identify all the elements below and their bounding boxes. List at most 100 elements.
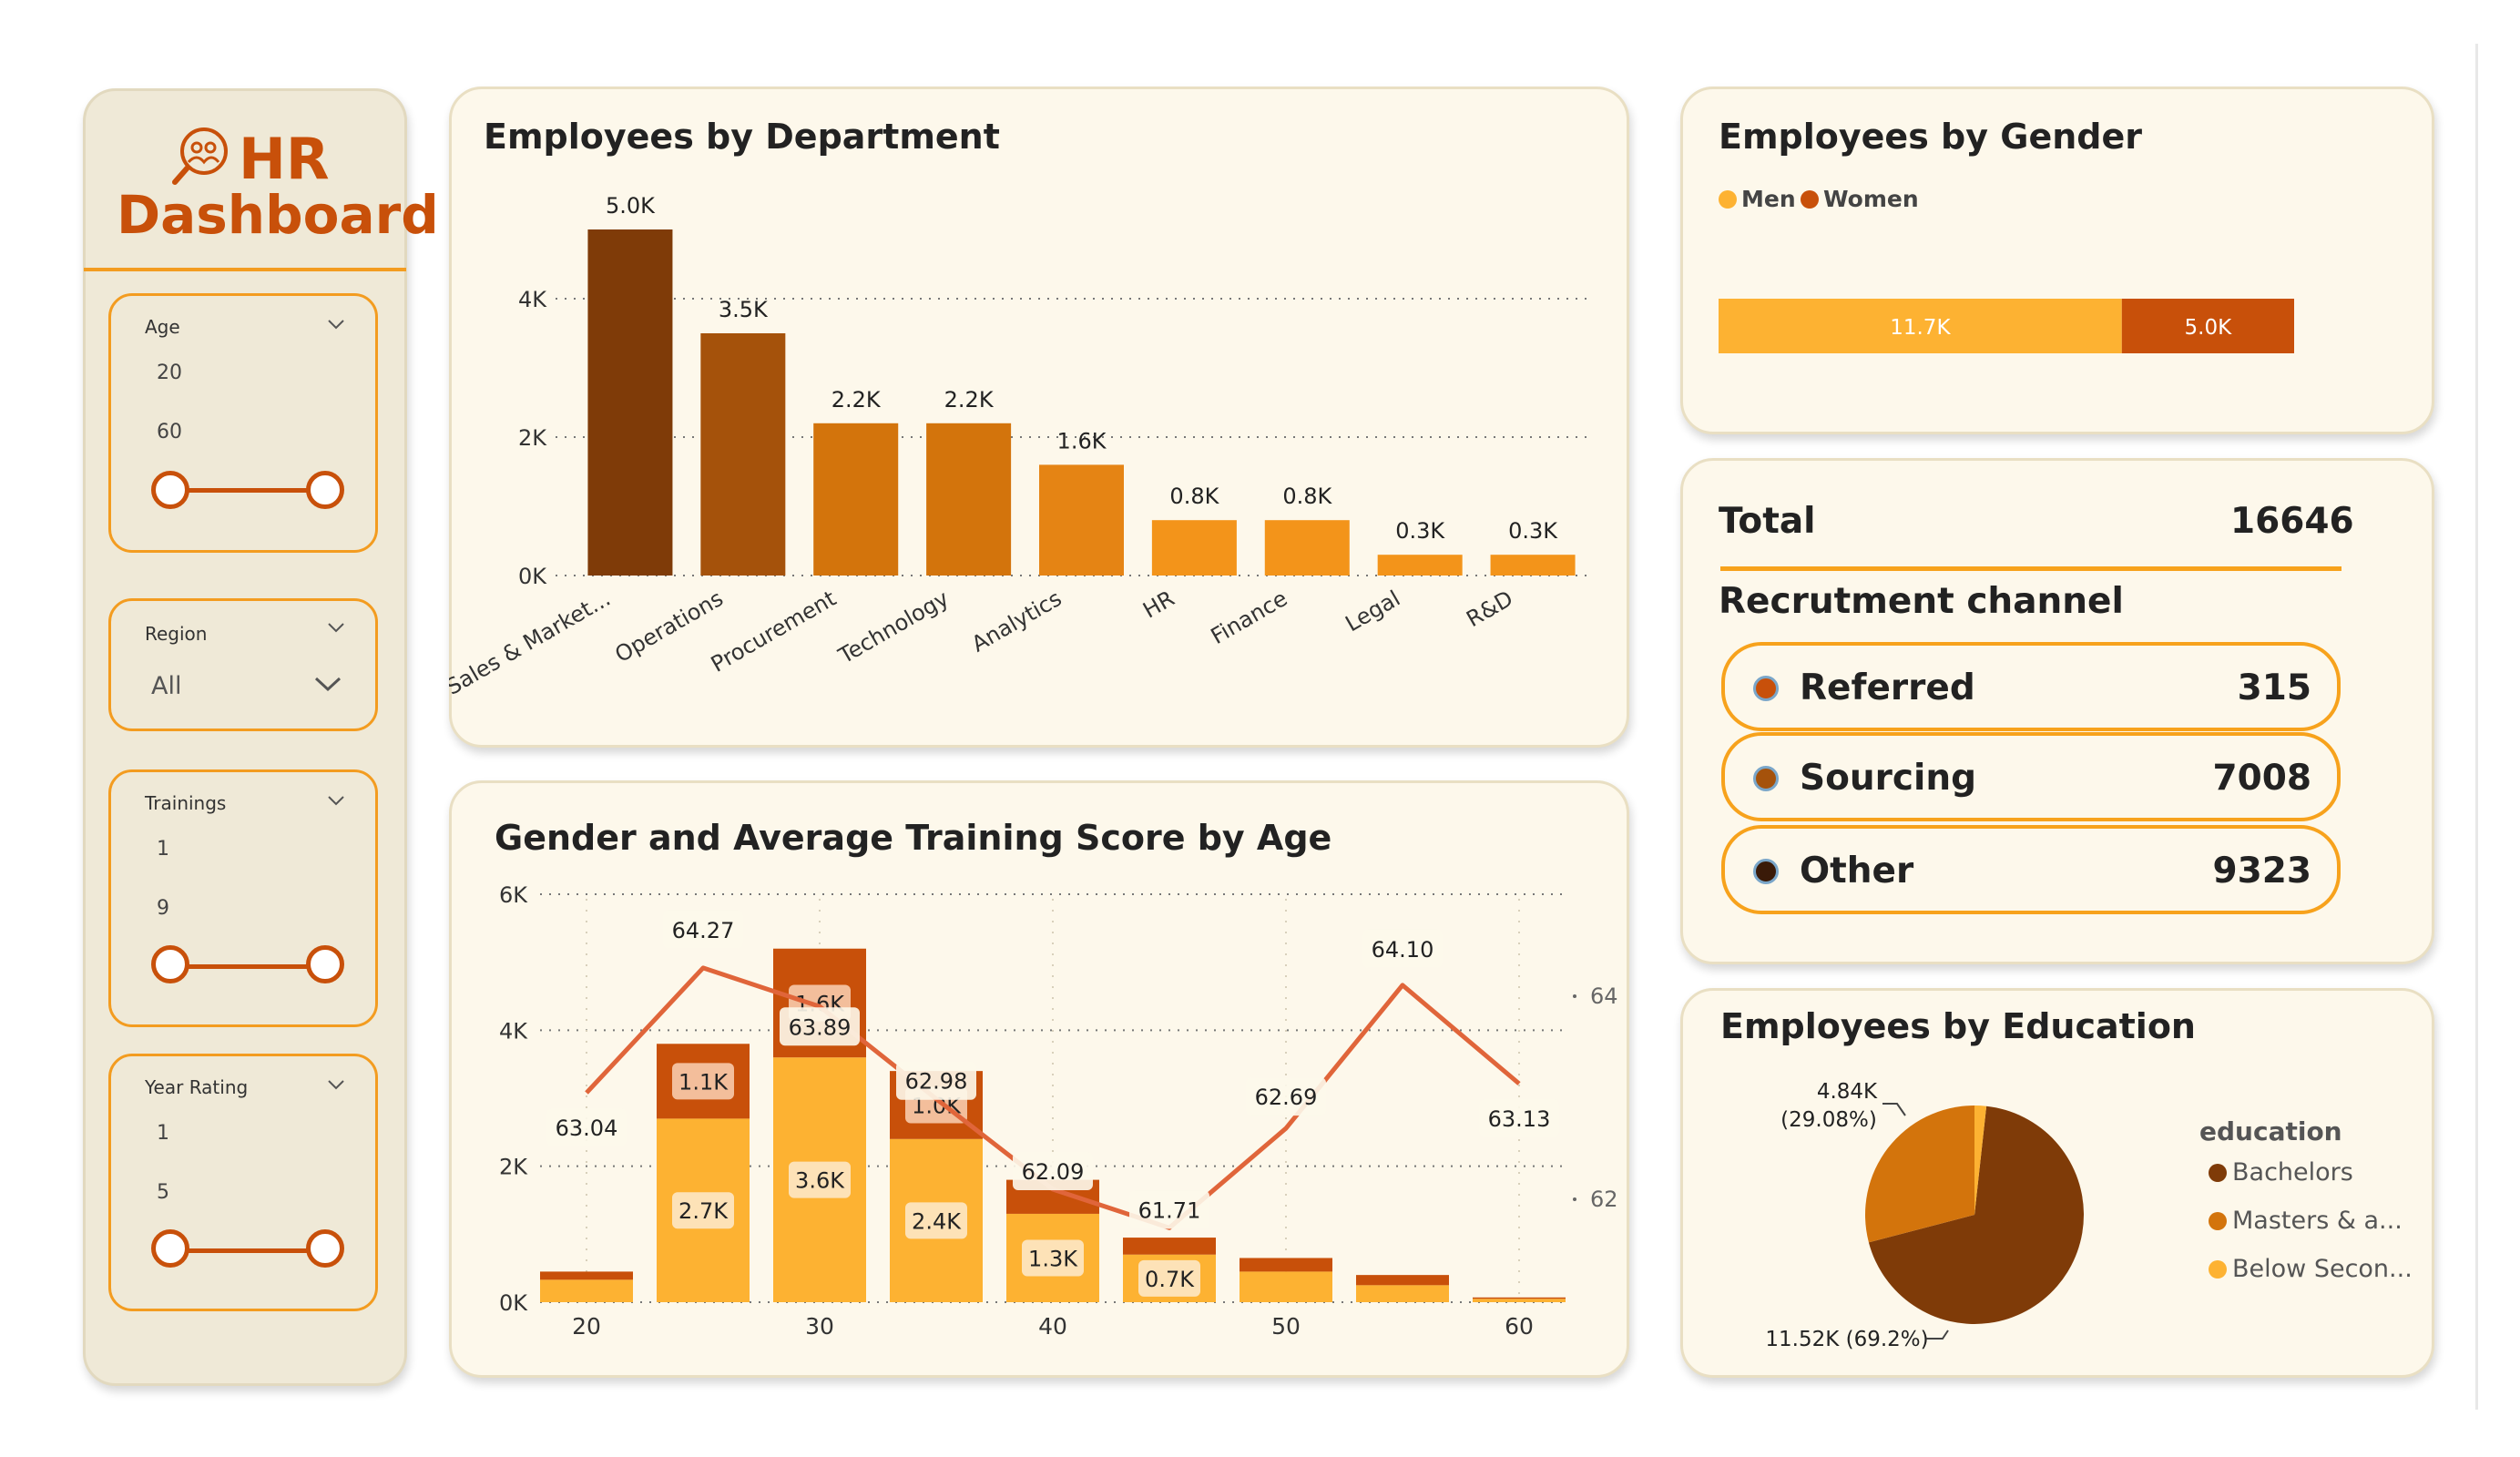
channel-sourcing[interactable]: Sourcing 7008 [1721,732,2341,821]
men-data-label: 0.7K [1145,1267,1195,1292]
right-edge-scrollbar[interactable] [2475,44,2478,1410]
line-label-bg [546,1108,627,1147]
age-slider-min-handle[interactable] [151,471,189,509]
y-right-tick-label: 62 [1590,1187,1618,1212]
men-data-label: 1.3K [1028,1246,1078,1271]
trainings-slicer-title: Trainings [145,792,227,814]
men-bar-8 [1473,1299,1566,1302]
bar-data-label: 0.8K [1282,484,1332,509]
channel-referred[interactable]: Referred 315 [1721,642,2341,731]
men-label-bg [905,1202,967,1239]
trainings-slicer[interactable]: Trainings 1 9 [108,769,378,1027]
trainings-slider-min-handle[interactable] [151,945,189,983]
women-data-label: 1.1K [678,1069,729,1095]
gender-chart-panel [1680,87,2434,434]
x-tick-label: R&D [1462,586,1517,632]
x-tick-label: 40 [1038,1313,1067,1340]
men-bar-6 [1240,1271,1332,1302]
men-label-bg [672,1192,734,1229]
legend-bachelors-label: Bachelors [2232,1158,2353,1187]
bar-6 [1264,520,1350,576]
trainings-slider-max-handle[interactable] [306,945,344,983]
channel-sourcing-label: Sourcing [1800,758,1977,799]
legend-below-secondary[interactable]: Below Secon... [2209,1255,2413,1283]
x-tick-label: Procurement [707,586,841,678]
y-tick-label: 0K [518,564,547,589]
x-tick-label: HR [1138,586,1178,624]
bar-data-label: 3.5K [719,297,769,322]
x-tick-label: Finance [1207,586,1292,649]
legend-women-swatch [1801,189,1819,209]
year-rating-slider-track[interactable] [175,1248,330,1253]
line-data-label: 63.04 [556,1116,618,1141]
trainings-max-value[interactable]: 9 [157,897,169,920]
bar-data-label: 1.6K [1057,428,1107,453]
channel-other-value: 9323 [2212,851,2311,892]
age-chart-title: Gender and Average Training Score by Age [495,818,1332,858]
dashboard-title-line1: HR [239,126,330,192]
men-bar-7 [1356,1285,1449,1302]
year-rating-slider-min-handle[interactable] [151,1229,189,1268]
region-dropdown-value[interactable]: All [151,672,182,700]
legend-masters[interactable]: Masters & a... [2209,1207,2403,1235]
legend-women-label: Women [1823,186,1919,212]
channel-other-label: Other [1800,851,1914,892]
line-data-label: 64.10 [1372,937,1434,963]
education-chart-title: Employees by Education [1720,1006,2196,1046]
x-tick-label: 30 [805,1313,834,1340]
chevron-down-icon[interactable] [326,617,346,637]
men-data-label: 2.7K [678,1198,729,1224]
line-label-bg [1129,1190,1209,1229]
gender-chart-title: Employees by Gender [1719,117,2142,157]
line-data-label: 62.09 [1022,1159,1085,1185]
year-rating-max-value[interactable]: 5 [157,1181,169,1204]
region-dropdown-chevron-icon[interactable] [313,672,342,696]
chevron-down-icon[interactable] [326,314,346,334]
age-slider-track[interactable] [175,488,330,493]
bar-8 [1490,555,1576,576]
trainings-slider-track[interactable] [175,964,330,969]
legend-masters-swatch [2209,1211,2227,1230]
age-slider-max-handle[interactable] [306,471,344,509]
channel-referred-value: 315 [2237,667,2311,708]
referred-dot-icon [1753,676,1779,701]
year-rating-slider-max-handle[interactable] [306,1229,344,1268]
line-label-bg [780,1007,860,1046]
y-right-tick-label: 64 [1590,983,1618,1009]
channel-other[interactable]: Other 9323 [1721,825,2341,914]
trainings-min-value[interactable]: 1 [157,838,169,861]
age-min-value[interactable]: 20 [157,362,182,384]
bar-data-label: 0.8K [1169,484,1219,509]
total-divider [1720,566,2341,571]
men-label-bg [789,1161,851,1198]
legend-women[interactable]: Women [1801,186,1919,212]
chevron-down-icon[interactable] [326,790,346,810]
x-tick-label: 60 [1505,1313,1534,1340]
sourcing-dot-icon [1753,766,1779,791]
year-rating-min-value[interactable]: 1 [157,1122,169,1145]
legend-bachelors[interactable]: Bachelors [2209,1158,2353,1187]
y-tick-label: 2K [518,425,547,451]
bar-data-label: 2.2K [944,387,995,413]
bachelors-data-label: 11.52K (69.2%) [1765,1328,1928,1351]
legend-men-swatch [1719,189,1737,209]
x-tick-label: 20 [572,1313,601,1340]
age-slicer[interactable]: Age 20 60 [108,293,378,553]
age-slicer-title: Age [145,316,180,338]
channel-sourcing-value: 7008 [2212,758,2311,799]
men-bar [1719,299,2122,353]
x-tick-label: Technology [833,586,953,669]
women-label-bg [672,1063,734,1100]
women-bar-8 [1473,1297,1566,1299]
age-max-value[interactable]: 60 [157,421,182,443]
year-rating-slicer[interactable]: Year Rating 1 5 [108,1054,378,1311]
education-pie-chart: 4.84K (29.08%) 11.52K (69.2%) [1765,1080,2084,1351]
region-slicer[interactable]: Region All [108,598,378,731]
bar-1 [700,333,786,576]
line-data-label: 61.71 [1138,1197,1201,1223]
channel-referred-label: Referred [1800,667,1975,708]
chevron-down-icon[interactable] [326,1075,346,1095]
legend-bachelors-swatch [2209,1163,2227,1182]
region-slicer-title: Region [145,623,208,645]
legend-men[interactable]: Men [1719,186,1796,212]
